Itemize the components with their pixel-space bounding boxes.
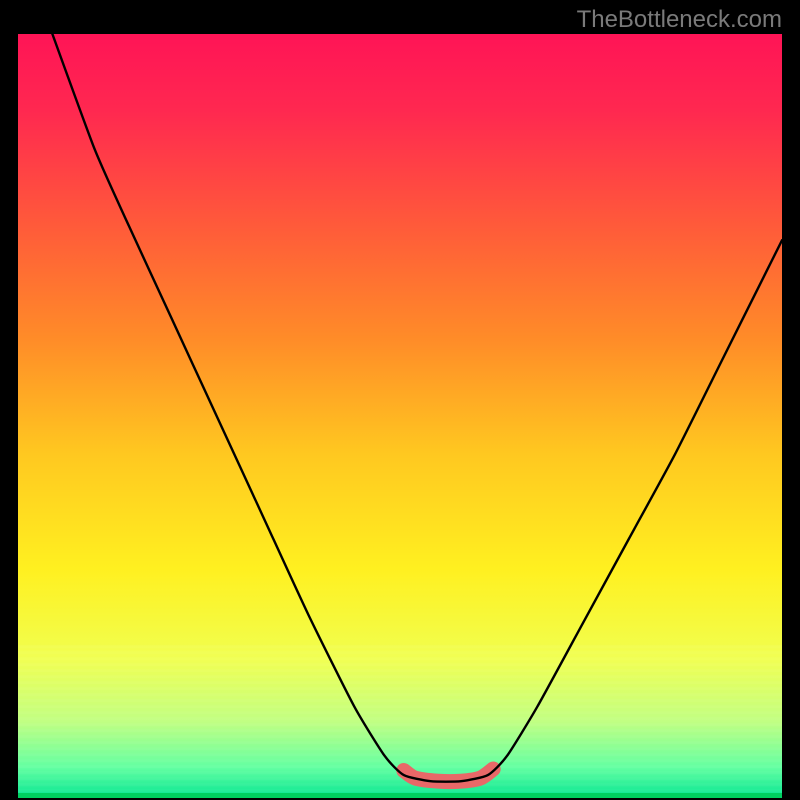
chart-curve-layer — [18, 34, 782, 798]
bottleneck-curve — [52, 34, 782, 782]
chart-plot-area — [18, 34, 782, 798]
watermark-text: TheBottleneck.com — [577, 6, 782, 34]
